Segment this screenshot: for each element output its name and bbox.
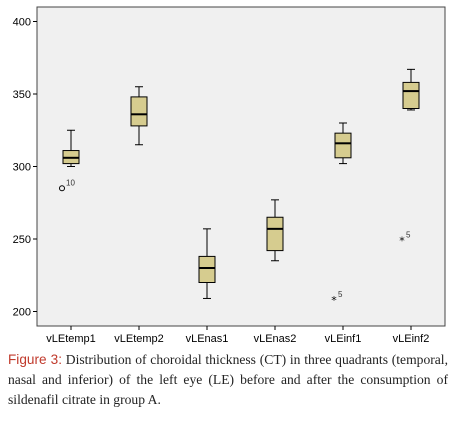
box-vLEinf2 <box>402 81 420 110</box>
outlier-star: * <box>399 234 405 247</box>
y-tick-label: 200 <box>13 307 31 319</box>
figure-label: Figure 3: <box>8 352 62 367</box>
x-tick-label: vLEnas2 <box>254 333 297 345</box>
outlier-label: 5 <box>338 290 343 299</box>
box-plot-chart: 200 250 300 350 400 10 vLEtemp1 vLEtemp2 vLEnas1… <box>13 6 446 345</box>
x-tick-label: vLEtemp2 <box>114 333 164 345</box>
x-tick-label: vLEnas1 <box>186 333 229 345</box>
box-vLEnas2 <box>266 216 284 252</box>
x-tick-label: vLEinf1 <box>325 333 362 345</box>
y-tick-label: 350 <box>13 89 31 101</box>
outlier-circle <box>59 185 65 192</box>
outlier-label: 5 <box>406 230 411 239</box>
x-tick-label: vLEinf2 <box>393 333 430 345</box>
box-vLEinf1 <box>334 132 352 159</box>
plot-area <box>36 6 446 327</box>
outlier-star: * <box>331 294 337 307</box>
caption-text: Distribution of choroidal thickness (CT)… <box>8 352 448 407</box>
y-tick-label: 250 <box>13 234 31 246</box>
y-tick-label: 300 <box>13 162 31 174</box>
figure-caption: Figure 3: Distribution of choroidal thic… <box>8 350 448 410</box>
x-tick-label: vLEtemp1 <box>46 333 96 345</box>
outlier-label: 10 <box>66 178 75 187</box>
box-vLEtemp2 <box>130 96 148 127</box>
y-tick-label: 400 <box>13 17 31 29</box>
box-vLEnas1 <box>198 255 216 283</box>
